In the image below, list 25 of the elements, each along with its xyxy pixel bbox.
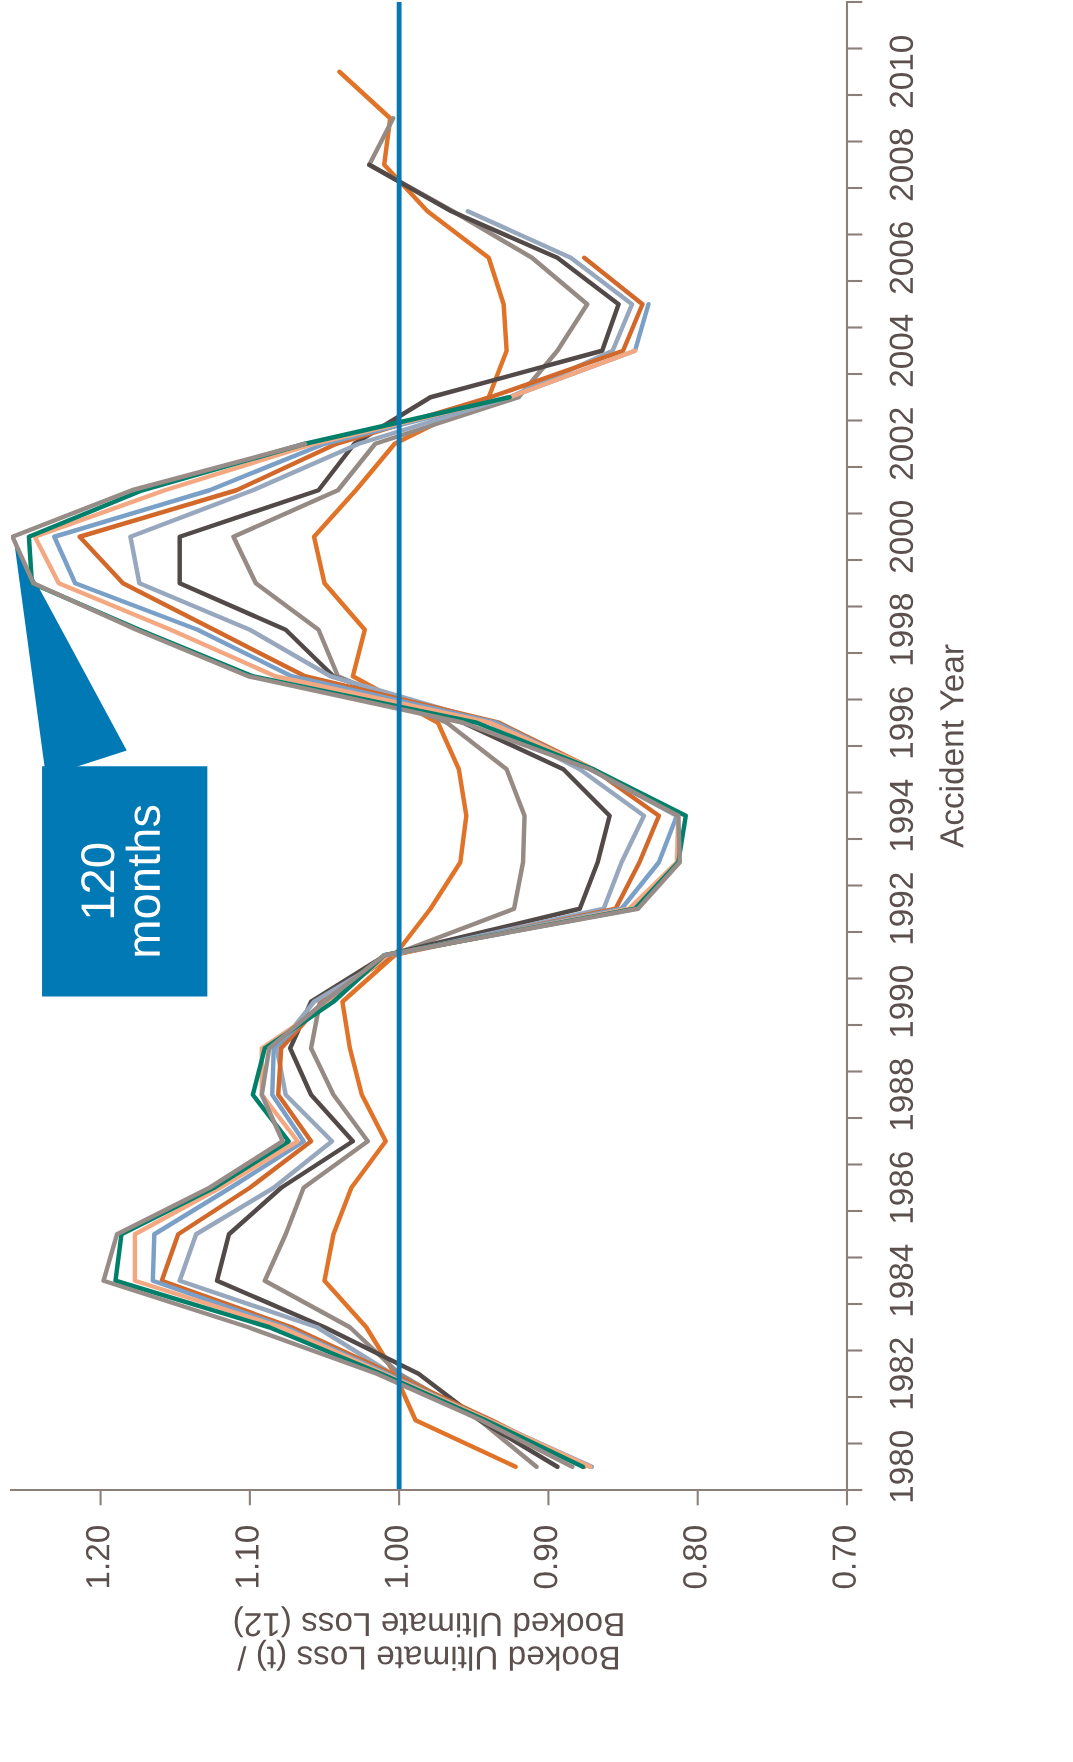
y-axis-title: Accident Year xyxy=(939,644,964,848)
y-tick-label: 1986 xyxy=(889,1152,914,1223)
y-tick-label: 1984 xyxy=(889,1244,914,1316)
x-tick-label: 0.90 xyxy=(533,1526,558,1589)
y-tick-label: 1990 xyxy=(889,965,914,1037)
y-tick-label: 1980 xyxy=(889,1430,914,1502)
annotation: 120 months xyxy=(81,805,161,956)
y-tick-label: 2008 xyxy=(889,129,914,201)
y-tick-label: 1994 xyxy=(889,779,914,851)
y-tick-label: 2006 xyxy=(889,222,914,294)
y-tick-label: 1992 xyxy=(889,873,914,944)
x-tick-label: 1.00 xyxy=(384,1526,409,1588)
y-tick-label: 1988 xyxy=(889,1059,914,1130)
x-tick-label: 1.20 xyxy=(85,1526,110,1588)
x-axis-title: Booked Ultimate Loss (t) / Booked Ultimate Loss (12) xyxy=(234,1606,623,1671)
y-tick-label: 2000 xyxy=(889,500,914,573)
x-tick-label: 0.80 xyxy=(683,1526,707,1589)
y-tick-label: 2004 xyxy=(889,314,914,387)
y-tick-label: 1998 xyxy=(889,594,914,665)
y-tick-label: 1996 xyxy=(889,687,914,758)
x-tick-label: 0.70 xyxy=(832,1526,856,1589)
y-tick-label: 2010 xyxy=(889,35,914,108)
x-tick-label: 1.10 xyxy=(235,1526,259,1588)
y-tick-label: 2002 xyxy=(889,408,914,480)
y-tick-label: 1982 xyxy=(889,1338,914,1409)
